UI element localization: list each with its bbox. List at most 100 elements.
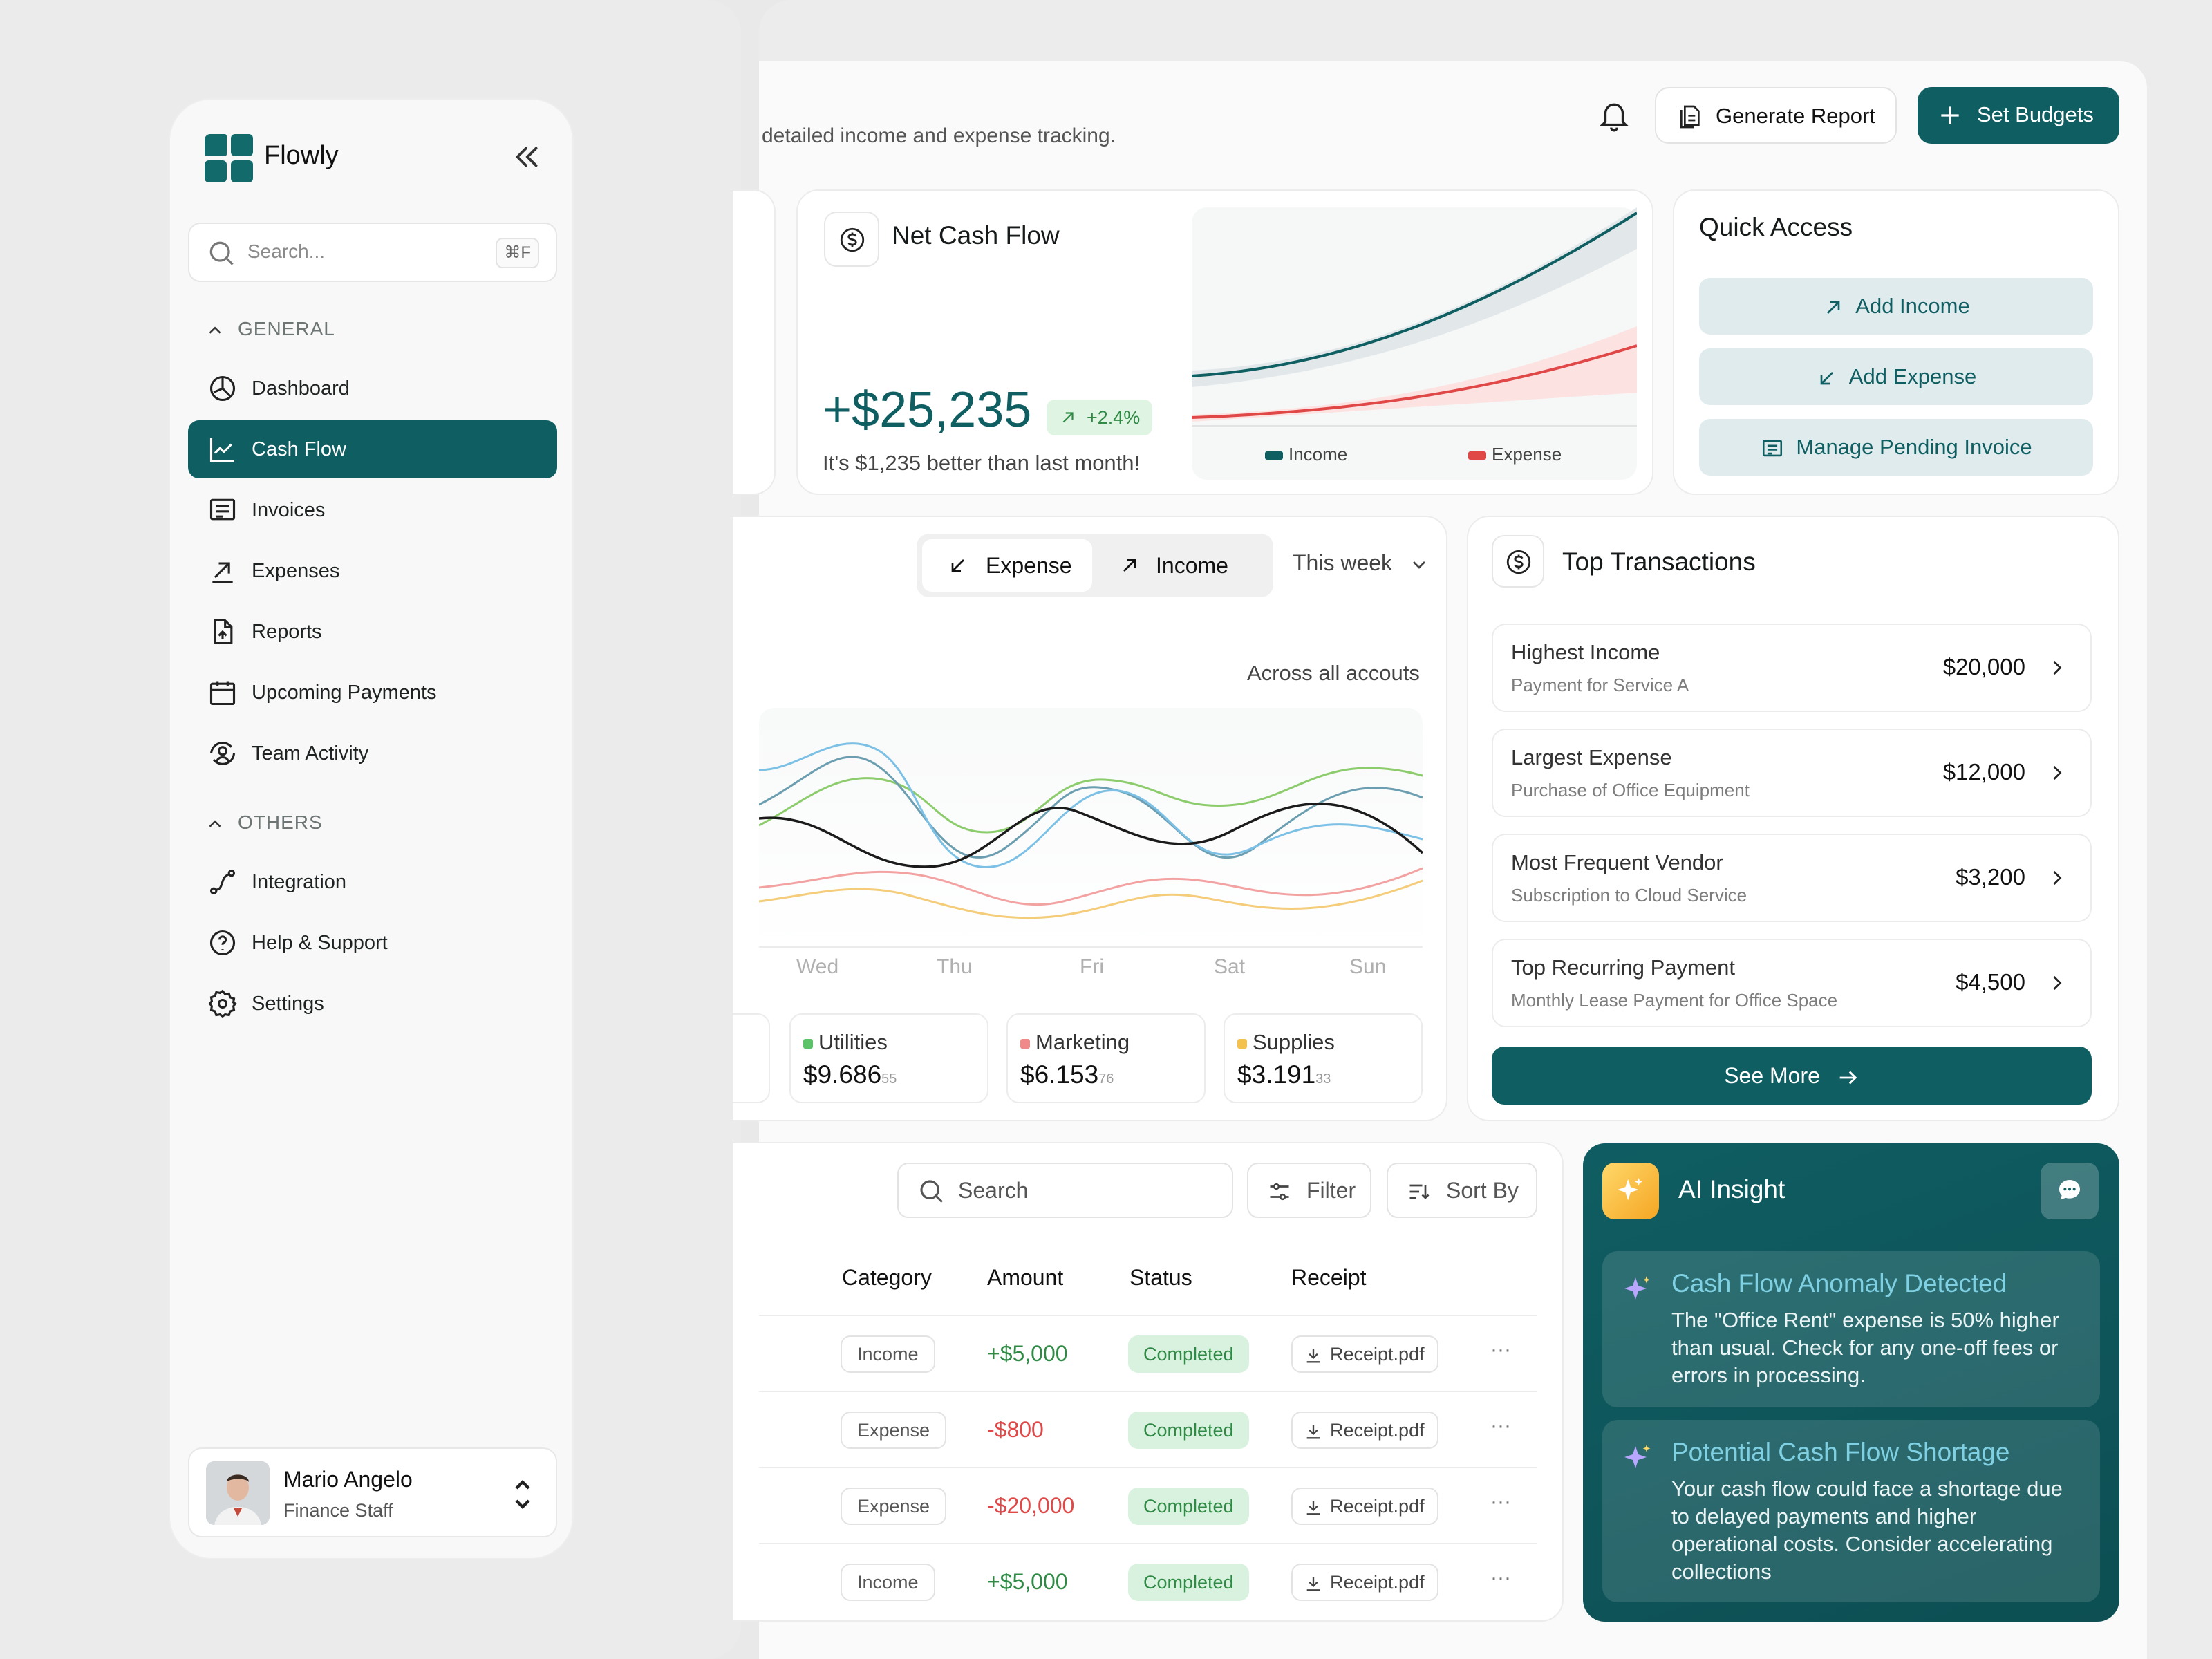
sidebar-item-label: Invoices	[252, 499, 326, 521]
top-transactions-title: Top Transactions	[1562, 547, 1756, 576]
search-shortcut: ⌘F	[496, 238, 539, 268]
change-value: +2.4%	[1087, 407, 1141, 428]
category-pill: Expense	[841, 1412, 947, 1449]
filter-button[interactable]: Filter	[1247, 1163, 1371, 1218]
transaction-item[interactable]: Highest Income Payment for Service A $20…	[1492, 624, 2092, 712]
sidebar-item-cash-flow[interactable]: Cash Flow	[188, 420, 557, 478]
insight-card[interactable]: Potential Cash Flow Shortage Your cash f…	[1602, 1420, 2100, 1602]
table-search-input[interactable]: Search	[897, 1163, 1233, 1218]
plus-icon	[1941, 106, 1959, 124]
chevron-right-icon	[2053, 661, 2062, 675]
insight-card[interactable]: Cash Flow Anomaly Detected The "Office R…	[1602, 1251, 2100, 1407]
metric-utilities: Utilities $9.68655	[789, 1013, 988, 1103]
chat-button[interactable]	[2041, 1163, 2099, 1219]
header-status[interactable]: Status	[1130, 1265, 1192, 1290]
transaction-item[interactable]: Most Frequent Vendor Subscription to Clo…	[1492, 834, 2092, 922]
ai-sparkle-icon	[1602, 1163, 1659, 1219]
arrow-up-right-icon	[1062, 412, 1074, 423]
header-receipt[interactable]: Receipt	[1291, 1265, 1367, 1290]
sidebar-item-label: Reports	[252, 621, 322, 643]
sidebar-item-upcoming-payments[interactable]: Upcoming Payments	[188, 664, 557, 722]
tab-expense[interactable]: Expense	[922, 539, 1092, 592]
sidebar-item-settings[interactable]: Settings	[188, 975, 557, 1033]
sidebar-item-expenses[interactable]: Expenses	[188, 542, 557, 600]
receipt-link[interactable]: Receipt.pdf	[1291, 1488, 1438, 1525]
transaction-subtitle: Subscription to Cloud Service	[1511, 885, 1747, 906]
add-income-label: Add Income	[1855, 294, 1970, 318]
integration-icon	[209, 869, 236, 895]
more-icon[interactable]: ···	[1490, 1414, 1511, 1437]
transaction-item[interactable]: Top Recurring Payment Monthly Lease Paym…	[1492, 939, 2092, 1027]
chevron-right-icon	[2053, 976, 2062, 990]
download-icon	[1306, 1349, 1320, 1363]
generate-report-button[interactable]: Generate Report	[1655, 87, 1897, 144]
notification-bell-icon[interactable]	[1597, 97, 1631, 135]
table-search-placeholder: Search	[958, 1178, 1029, 1203]
sidebar-item-integration[interactable]: Integration	[188, 853, 557, 911]
tab-income[interactable]: Income	[1098, 539, 1268, 592]
dollar-coin-icon	[824, 212, 879, 267]
chevron-up-icon	[209, 326, 221, 334]
sidebar-item-help-support[interactable]: Help & Support	[188, 914, 557, 972]
row-amount: -$20,000	[987, 1493, 1075, 1518]
header-category[interactable]: Category	[842, 1265, 932, 1290]
table-row: Expense -$20,000 Completed Receipt.pdf ·…	[759, 1467, 1537, 1543]
user-profile[interactable]: Mario Angelo Finance Staff	[188, 1447, 557, 1537]
chevron-down-icon	[1412, 561, 1425, 569]
add-income-button[interactable]: Add Income	[1699, 278, 2093, 335]
sidebar-item-invoices[interactable]: Invoices	[188, 481, 557, 539]
sort-button[interactable]: Sort By	[1387, 1163, 1537, 1218]
sidebar-search[interactable]: Search... ⌘F	[188, 223, 557, 282]
arrow-down-left-icon	[951, 559, 964, 572]
chevron-right-icon	[2053, 766, 2062, 780]
section-general[interactable]: GENERAL	[205, 318, 335, 341]
see-more-button[interactable]: See More	[1492, 1047, 2092, 1105]
status-badge: Completed	[1128, 1412, 1249, 1449]
gear-icon	[208, 989, 237, 1018]
receipt-link[interactable]: Receipt.pdf	[1291, 1564, 1438, 1601]
search-placeholder: Search...	[247, 241, 326, 262]
status-badge: Completed	[1128, 1488, 1249, 1525]
collapse-sidebar-icon[interactable]	[509, 140, 543, 174]
transaction-title: Top Recurring Payment	[1511, 955, 1735, 980]
set-budgets-button[interactable]: Set Budgets	[1918, 87, 2119, 144]
manage-pending-invoice-button[interactable]: Manage Pending Invoice	[1699, 419, 2093, 476]
transaction-title: Most Frequent Vendor	[1511, 850, 1723, 874]
more-icon[interactable]: ···	[1490, 1490, 1511, 1513]
section-others[interactable]: OTHERS	[205, 812, 323, 834]
more-icon[interactable]: ···	[1490, 1338, 1511, 1361]
sliders-icon	[1270, 1183, 1289, 1201]
more-icon[interactable]: ···	[1490, 1566, 1511, 1589]
dollar-coin-icon	[1492, 535, 1544, 588]
metric-name: Marketing	[1035, 1030, 1130, 1054]
arrow-down-left-icon	[1820, 371, 1833, 385]
x-tick-sat: Sat	[1214, 955, 1246, 978]
table-row: Income +$5,000 Completed Receipt.pdf ···	[759, 1315, 1537, 1391]
transaction-amount: $12,000	[1942, 759, 2025, 785]
chevron-updown-icon[interactable]	[510, 1475, 535, 1514]
sidebar-item-dashboard[interactable]: Dashboard	[188, 359, 557, 418]
app-name: Flowly	[264, 141, 339, 170]
help-icon	[209, 930, 236, 956]
download-icon	[1306, 1501, 1320, 1515]
period-dropdown[interactable]: This week	[1293, 550, 1430, 576]
period-label: This week	[1293, 550, 1393, 575]
chevron-up-icon	[209, 820, 221, 827]
header-amount[interactable]: Amount	[987, 1265, 1064, 1290]
download-icon	[1306, 1577, 1320, 1591]
metric-value: $6.153	[1020, 1060, 1099, 1089]
net-cash-flow-value: +$25,235	[823, 382, 1032, 438]
dashboard-icon	[209, 375, 236, 402]
insight-body: The "Office Rent" expense is 50% higher …	[1671, 1308, 2059, 1387]
tab-income-label: Income	[1156, 553, 1228, 578]
arrow-right-icon	[1839, 1071, 1857, 1085]
receipt-link[interactable]: Receipt.pdf	[1291, 1412, 1438, 1449]
sidebar-item-team-activity[interactable]: Team Activity	[188, 724, 557, 782]
transaction-item[interactable]: Largest Expense Purchase of Office Equip…	[1492, 729, 2092, 817]
add-expense-button[interactable]: Add Expense	[1699, 348, 2093, 405]
receipt-link[interactable]: Receipt.pdf	[1291, 1335, 1438, 1373]
legend-income: Income	[1265, 444, 1347, 465]
metric-supplies: Supplies $3.19133	[1224, 1013, 1423, 1103]
table-row: Income +$5,000 Completed Receipt.pdf ···	[759, 1543, 1537, 1619]
sidebar-item-reports[interactable]: Reports	[188, 603, 557, 661]
